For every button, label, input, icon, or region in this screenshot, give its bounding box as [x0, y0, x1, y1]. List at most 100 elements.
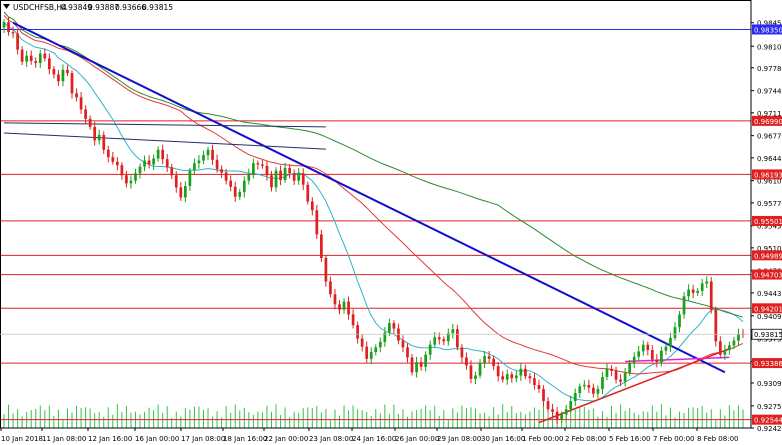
- bull-candle[interactable]: [415, 356, 418, 378]
- bull-candle[interactable]: [238, 188, 242, 200]
- support-trendline[interactable]: [625, 356, 730, 363]
- bull-candle[interactable]: [560, 411, 564, 423]
- bull-candle[interactable]: [342, 298, 346, 314]
- bull-candle[interactable]: [564, 404, 568, 420]
- bull-candle[interactable]: [569, 395, 573, 413]
- bear-candle[interactable]: [501, 370, 505, 383]
- bear-candle[interactable]: [301, 168, 305, 190]
- bear-candle[interactable]: [546, 397, 550, 413]
- bull-candle[interactable]: [519, 363, 523, 381]
- bull-candle[interactable]: [641, 340, 645, 356]
- bull-candle[interactable]: [687, 284, 690, 301]
- bear-candle[interactable]: [125, 170, 128, 188]
- bear-candle[interactable]: [292, 169, 296, 185]
- bull-candle[interactable]: [143, 155, 146, 172]
- bear-candle[interactable]: [161, 144, 165, 165]
- bear-candle[interactable]: [256, 160, 260, 170]
- bear-candle[interactable]: [347, 296, 350, 320]
- bull-candle[interactable]: [596, 385, 600, 399]
- bull-candle[interactable]: [601, 371, 604, 395]
- bull-candle[interactable]: [732, 336, 736, 350]
- bear-candle[interactable]: [174, 171, 178, 193]
- bull-candle[interactable]: [605, 363, 609, 381]
- bear-candle[interactable]: [360, 334, 364, 352]
- bull-candle[interactable]: [152, 154, 155, 170]
- bear-candle[interactable]: [229, 175, 233, 192]
- bull-candle[interactable]: [38, 49, 42, 69]
- bull-candle[interactable]: [374, 344, 378, 356]
- bear-candle[interactable]: [741, 328, 745, 338]
- bear-candle[interactable]: [406, 343, 409, 363]
- bear-candle[interactable]: [43, 48, 47, 62]
- upper-channel-line[interactable]: [3, 122, 326, 128]
- bear-candle[interactable]: [646, 341, 650, 356]
- bull-candle[interactable]: [700, 278, 704, 297]
- bear-candle[interactable]: [306, 181, 310, 205]
- bear-candle[interactable]: [16, 29, 19, 55]
- symbol-menu-icon[interactable]: [3, 4, 10, 9]
- bear-candle[interactable]: [315, 204, 319, 239]
- bear-candle[interactable]: [115, 156, 119, 171]
- bear-candle[interactable]: [270, 171, 273, 192]
- bear-candle[interactable]: [220, 165, 223, 178]
- bull-candle[interactable]: [2, 19, 6, 33]
- bear-candle[interactable]: [88, 115, 92, 130]
- bear-candle[interactable]: [551, 403, 554, 417]
- bear-candle[interactable]: [709, 277, 713, 314]
- bull-candle[interactable]: [737, 328, 740, 346]
- bear-candle[interactable]: [691, 284, 695, 299]
- bull-candle[interactable]: [202, 150, 205, 165]
- bear-candle[interactable]: [338, 300, 341, 315]
- bear-candle[interactable]: [365, 341, 369, 363]
- bull-candle[interactable]: [623, 368, 627, 387]
- bear-candle[interactable]: [333, 288, 337, 310]
- bear-candle[interactable]: [165, 154, 169, 172]
- bull-candle[interactable]: [428, 340, 432, 360]
- bull-candle[interactable]: [664, 343, 668, 355]
- bear-candle[interactable]: [70, 70, 74, 99]
- bear-candle[interactable]: [410, 353, 414, 376]
- bear-candle[interactable]: [47, 53, 51, 75]
- bull-candle[interactable]: [251, 158, 255, 179]
- bear-candle[interactable]: [619, 374, 622, 387]
- bull-candle[interactable]: [483, 350, 486, 369]
- bull-candle[interactable]: [156, 146, 160, 162]
- bull-candle[interactable]: [388, 318, 391, 337]
- bull-candle[interactable]: [682, 292, 686, 319]
- bear-candle[interactable]: [587, 379, 591, 394]
- bull-candle[interactable]: [446, 328, 450, 346]
- fast-ma-line[interactable]: [3, 21, 744, 402]
- mid-ma-line[interactable]: [3, 14, 744, 375]
- bear-candle[interactable]: [714, 306, 718, 347]
- lower-channel-line[interactable]: [3, 132, 326, 150]
- bear-candle[interactable]: [170, 163, 174, 179]
- slow-ma-line[interactable]: [3, 11, 744, 318]
- bull-candle[interactable]: [474, 371, 477, 385]
- bear-candle[interactable]: [610, 365, 613, 377]
- bull-candle[interactable]: [129, 175, 133, 189]
- bear-candle[interactable]: [496, 361, 500, 382]
- bear-candle[interactable]: [66, 65, 69, 77]
- bear-candle[interactable]: [265, 160, 269, 181]
- bear-candle[interactable]: [655, 354, 659, 368]
- bear-candle[interactable]: [11, 26, 15, 39]
- bear-candle[interactable]: [537, 379, 541, 393]
- bear-candle[interactable]: [555, 406, 559, 425]
- bear-candle[interactable]: [718, 336, 722, 358]
- bear-candle[interactable]: [356, 321, 359, 344]
- bull-candle[interactable]: [451, 323, 455, 339]
- bear-candle[interactable]: [179, 182, 183, 201]
- bull-candle[interactable]: [206, 146, 210, 160]
- bull-candle[interactable]: [369, 347, 373, 365]
- bull-candle[interactable]: [193, 158, 196, 175]
- bear-candle[interactable]: [310, 197, 314, 216]
- bull-candle[interactable]: [188, 167, 192, 191]
- bear-candle[interactable]: [592, 383, 595, 398]
- bear-candle[interactable]: [34, 57, 38, 68]
- bear-candle[interactable]: [84, 105, 87, 125]
- bull-candle[interactable]: [61, 64, 65, 87]
- bear-candle[interactable]: [93, 121, 97, 146]
- bull-candle[interactable]: [582, 380, 586, 390]
- bear-candle[interactable]: [542, 385, 545, 407]
